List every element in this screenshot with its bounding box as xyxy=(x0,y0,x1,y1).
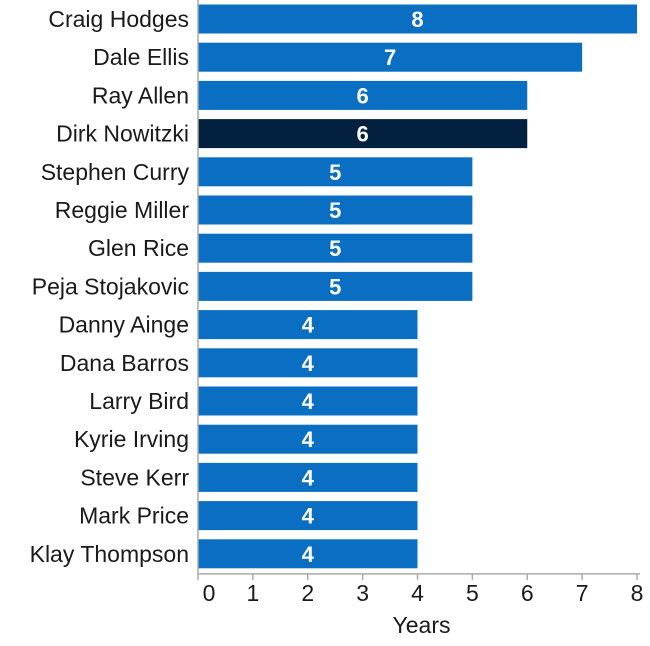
bar xyxy=(198,119,528,149)
bar xyxy=(198,501,418,531)
bar-value-label: 5 xyxy=(329,198,341,223)
bar-value-label: 6 xyxy=(357,122,369,147)
x-axis-title: Years xyxy=(393,612,451,638)
bar xyxy=(198,157,473,187)
bar xyxy=(198,80,528,110)
category-label: Peja Stojakovic xyxy=(32,273,189,299)
category-label: Dirk Nowitzki xyxy=(56,121,189,147)
bar xyxy=(198,195,473,225)
category-label: Reggie Miller xyxy=(55,197,190,223)
bar-value-label: 4 xyxy=(302,465,315,490)
x-tick-label: 8 xyxy=(631,580,644,606)
bar-value-label: 4 xyxy=(302,389,315,414)
x-tick-label: 5 xyxy=(466,580,479,606)
bar-value-label: 5 xyxy=(329,160,341,185)
x-tick-label: 0 xyxy=(203,580,216,606)
category-label: Dale Ellis xyxy=(93,44,189,70)
category-label: Dana Barros xyxy=(60,350,189,376)
x-tick-label: 3 xyxy=(356,580,369,606)
x-tick-label: 4 xyxy=(411,580,424,606)
bar-value-label: 5 xyxy=(329,236,341,261)
category-label: Mark Price xyxy=(79,503,189,529)
bar xyxy=(198,462,418,492)
x-tick-label: 2 xyxy=(301,580,314,606)
category-label: Klay Thompson xyxy=(30,541,189,567)
category-labels: Craig Hodges Dale Ellis Ray Allen Dirk Nowi… xyxy=(30,6,190,567)
bar-value-label: 4 xyxy=(302,542,315,567)
bar-value-label: 4 xyxy=(302,504,315,529)
x-tick-label: 7 xyxy=(576,580,589,606)
category-label: Stephen Curry xyxy=(41,159,190,185)
bar-value-label: 4 xyxy=(302,427,315,452)
bar xyxy=(198,386,418,416)
bar-value-label: 5 xyxy=(329,274,341,299)
category-label: Craig Hodges xyxy=(48,6,189,32)
bar xyxy=(198,348,418,378)
bar xyxy=(198,42,583,72)
bar xyxy=(198,424,418,454)
category-label: Glen Rice xyxy=(88,235,189,261)
category-label: Kyrie Irving xyxy=(74,426,189,452)
x-tick-label: 1 xyxy=(246,580,259,606)
bar xyxy=(198,233,473,263)
bar-value-label: 4 xyxy=(302,351,315,376)
bar-value-label: 8 xyxy=(411,7,423,32)
bar-value-label: 4 xyxy=(302,313,315,338)
x-tick-label: 6 xyxy=(521,580,534,606)
category-label: Steve Kerr xyxy=(80,464,189,490)
bar xyxy=(198,539,418,569)
bar-value-label: 6 xyxy=(357,83,369,108)
category-label: Ray Allen xyxy=(92,82,189,108)
bar xyxy=(198,310,418,340)
bar-value-label: 7 xyxy=(384,45,396,70)
category-label: Larry Bird xyxy=(89,388,189,414)
bar xyxy=(198,271,473,301)
bar xyxy=(198,4,637,34)
category-label: Danny Ainge xyxy=(59,312,189,338)
